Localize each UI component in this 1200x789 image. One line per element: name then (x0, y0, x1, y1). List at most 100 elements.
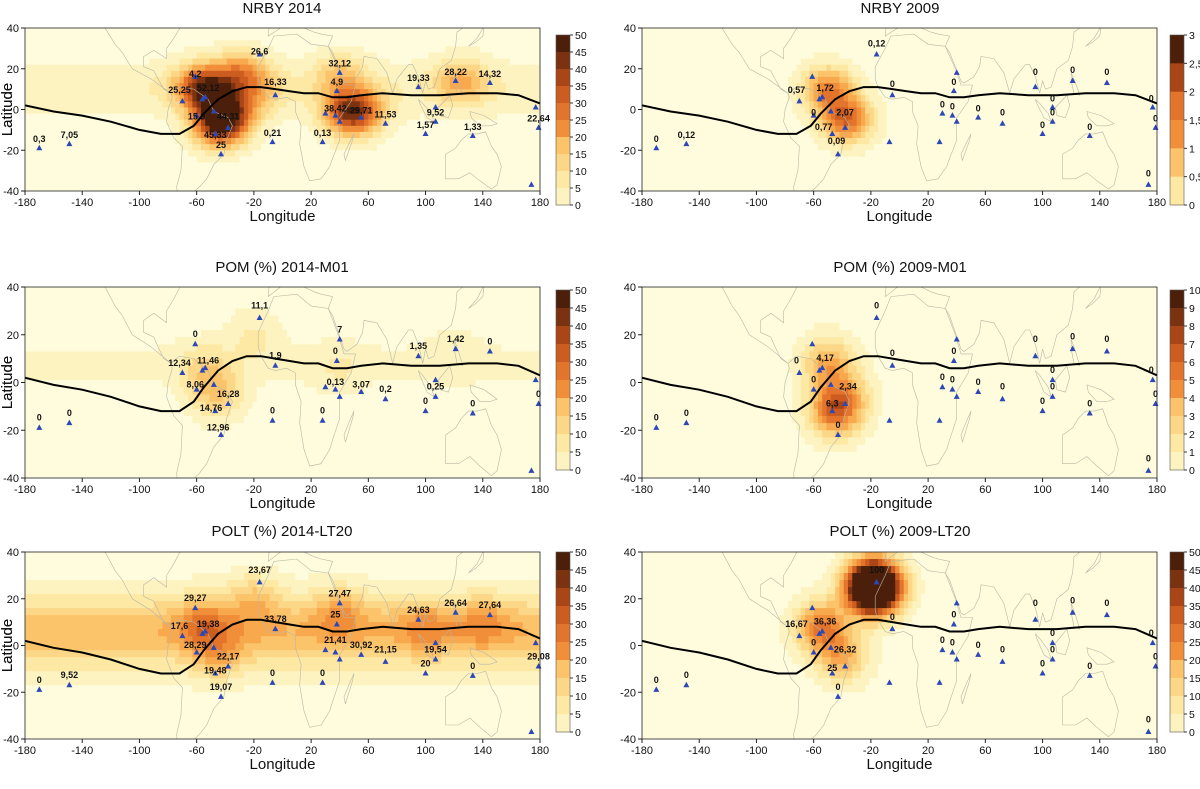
field-cell (136, 83, 142, 90)
field-cell (89, 95, 95, 102)
field-cell (145, 643, 151, 651)
field-cell (376, 387, 382, 396)
field-cell (839, 138, 845, 145)
concentration-field (25, 301, 540, 439)
field-cell (209, 365, 215, 374)
coastline (267, 28, 464, 95)
field-cell (278, 107, 284, 115)
field-cell (783, 101, 789, 109)
field-cell (200, 107, 206, 115)
field-cell (800, 351, 806, 360)
field-cell (25, 580, 30, 588)
field-cell (102, 657, 108, 665)
field-cell (136, 344, 142, 353)
field-cell (389, 64, 395, 72)
field-cell (805, 437, 810, 446)
field-cell (830, 394, 836, 403)
field-cell (106, 58, 112, 66)
field-cell (325, 58, 331, 66)
station-marker (202, 93, 209, 100)
field-cell (843, 76, 849, 84)
field-cell (873, 372, 879, 381)
field-cell (209, 125, 215, 133)
field-cell (822, 125, 828, 133)
field-cell (115, 58, 121, 66)
field-cell (809, 351, 815, 360)
field-cell (783, 344, 789, 353)
field-cell (817, 107, 823, 115)
field-cell (869, 372, 875, 381)
field-cell (106, 643, 112, 651)
field-cell (856, 150, 862, 157)
field-cell (796, 380, 802, 388)
field-cell (518, 70, 524, 78)
field-cell (200, 337, 206, 345)
field-cell (205, 372, 211, 381)
field-cell (359, 131, 365, 139)
field-cell (261, 308, 266, 317)
field-cell (488, 344, 494, 353)
field-cell (97, 387, 103, 396)
field-cell (72, 358, 78, 367)
field-cell (145, 685, 151, 693)
field-cell (248, 89, 254, 96)
field-cell (830, 89, 836, 96)
field-cell (809, 380, 815, 388)
field-cell (213, 138, 219, 145)
field-cell (873, 76, 879, 84)
field-cell (218, 423, 224, 431)
station-value-label: 2,34 (839, 382, 857, 392)
field-cell (839, 351, 845, 360)
field-cell (106, 629, 112, 637)
field-cell (805, 394, 810, 403)
field-cell (196, 150, 202, 157)
field-cell (822, 70, 828, 78)
field-cell (835, 107, 841, 115)
field-cell (787, 415, 793, 424)
field-cell (46, 580, 52, 588)
field-cell (822, 415, 828, 424)
field-cell (85, 601, 90, 609)
field-cell (878, 423, 883, 431)
station-marker (212, 130, 219, 136)
field-cell (852, 83, 858, 90)
field-cell (441, 76, 447, 84)
field-cell (239, 315, 245, 324)
field-cell (37, 83, 43, 90)
field-cell (145, 107, 151, 115)
field-cell (239, 329, 245, 338)
field-cell (115, 643, 121, 651)
field-cell (158, 657, 163, 665)
field-cell (123, 643, 129, 651)
field-cell (115, 594, 121, 602)
field-cell (282, 83, 288, 90)
field-cell (231, 408, 236, 417)
y-tick-label: 40 (7, 23, 19, 35)
field-cell (179, 671, 185, 679)
field-cell (406, 76, 412, 84)
field-cell (308, 380, 314, 388)
field-cell (97, 608, 103, 616)
field-cell (93, 95, 99, 102)
field-cell (488, 380, 494, 388)
field-cell (364, 83, 369, 90)
field-cell (869, 437, 875, 446)
field-cell (37, 587, 43, 595)
station-marker (809, 73, 816, 79)
station-marker (336, 336, 343, 342)
field-cell (85, 615, 90, 623)
field-cell (76, 587, 82, 595)
field-cell (110, 608, 116, 616)
field-cell (372, 52, 378, 60)
field-cell (475, 40, 481, 47)
field-cell (102, 344, 108, 353)
field-cell (46, 678, 52, 686)
field-cell (166, 52, 172, 60)
field-cell (25, 351, 30, 360)
field-cell (346, 119, 352, 127)
field-cell (85, 64, 90, 72)
field-cell (166, 608, 172, 616)
field-cell (243, 113, 249, 121)
field-cell (852, 358, 858, 367)
field-cell (359, 372, 365, 381)
